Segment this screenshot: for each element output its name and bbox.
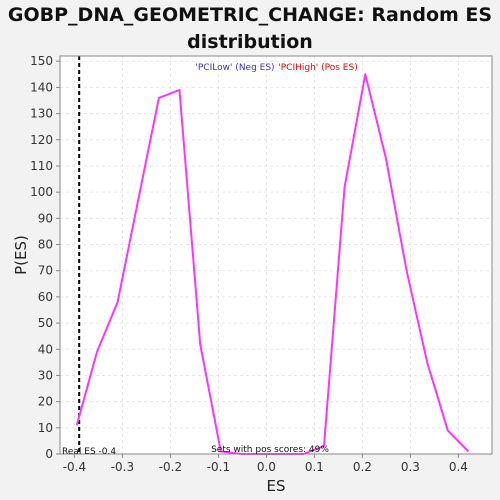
x-tick-label: -0.3 — [111, 460, 134, 474]
x-tick-label: 0.4 — [449, 460, 468, 474]
y-tick-label: 0 — [45, 447, 53, 461]
y-tick-label: 40 — [38, 342, 53, 356]
y-axis-title: P(ES) — [12, 235, 30, 275]
y-tick-label: 140 — [30, 80, 53, 94]
y-tick-label: 60 — [38, 290, 53, 304]
x-tick-label: 0.3 — [401, 460, 420, 474]
y-tick-label: 100 — [30, 185, 53, 199]
plot-frame — [59, 55, 493, 455]
y-ticks: 0 10 20 30 40 50 60 70 80 90 100 110 120 130 140 150 — [30, 54, 60, 461]
y-tick-label: 70 — [38, 264, 53, 278]
y-tick-label: 20 — [38, 395, 53, 409]
x-axis-title: ES — [267, 477, 286, 495]
x-tick-label: 0.2 — [353, 460, 372, 474]
chart-title-line-2: distribution — [187, 31, 313, 53]
x-tick-label: 0.0 — [257, 460, 276, 474]
y-tick-label: 80 — [38, 238, 53, 252]
y-tick-label: 90 — [38, 211, 53, 225]
plot-area — [60, 56, 492, 454]
y-tick-label: 120 — [30, 133, 53, 147]
x-tick-label: -0.2 — [159, 460, 182, 474]
y-tick-label: 110 — [30, 159, 53, 173]
x-tick-label: 0.1 — [305, 460, 324, 474]
y-tick-label: 10 — [38, 421, 53, 435]
y-tick-label: 130 — [30, 107, 53, 121]
pos-scores-label: Sets with pos scores: 49% — [211, 445, 329, 455]
real-es-label: Real ES -0.4 — [62, 447, 116, 457]
y-tick-label: 30 — [38, 368, 53, 382]
x-tick-label: -0.1 — [207, 460, 230, 474]
y-tick-label: 150 — [30, 54, 53, 68]
y-tick-label: 50 — [38, 316, 53, 330]
legend-pos-label: 'PCIHigh' (Pos ES) — [278, 63, 357, 73]
x-tick-label: -0.4 — [63, 460, 86, 474]
legend-neg-label: 'PCILow' (Neg ES) — [195, 63, 274, 73]
x-ticks: -0.4 -0.3 -0.2 -0.1 0.0 0.1 0.2 0.3 0.4 — [63, 454, 468, 474]
chart-title: GOBP_DNA_GEOMETRIC_CHANGE: Random ES dis… — [0, 2, 500, 56]
chart-title-line-1: GOBP_DNA_GEOMETRIC_CHANGE: Random ES — [7, 4, 493, 26]
